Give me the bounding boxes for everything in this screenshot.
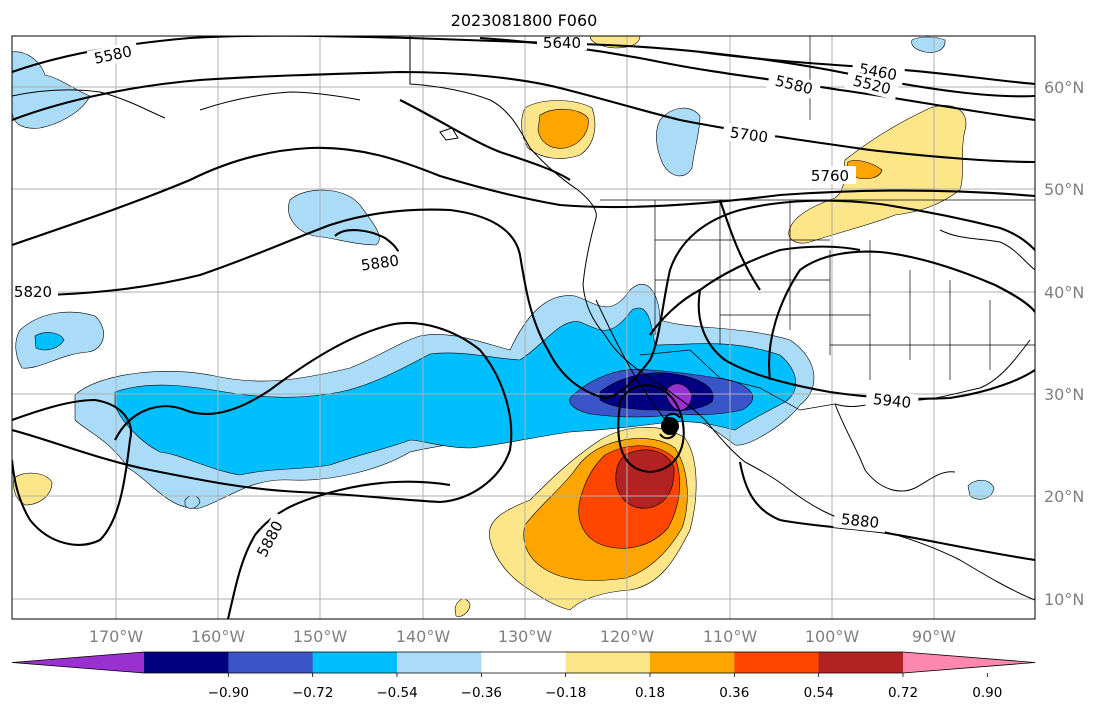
contour-label-bg xyxy=(86,40,140,70)
lat-label: 30°N xyxy=(1044,385,1084,404)
map-frame xyxy=(11,35,1036,620)
contour-label-bg xyxy=(353,250,407,276)
lon-label: 100°W xyxy=(805,627,860,646)
lon-label: 170°W xyxy=(89,627,144,646)
contour-label-bg xyxy=(12,283,58,301)
lon-label: 150°W xyxy=(293,627,348,646)
colorbar-outline xyxy=(11,651,1036,674)
colorbar-bin xyxy=(734,652,820,673)
contour-label: 5880 xyxy=(360,251,400,274)
colorbar-tick-label: −0.90 xyxy=(208,685,249,701)
latitude-labels: 60°N 50°N 40°N 30°N 20°N 10°N xyxy=(1044,78,1084,609)
lat-label: 10°N xyxy=(1044,590,1084,609)
contour-label-group: 5580 5640 5460 5580 5520 5700 5760 5880 … xyxy=(12,34,919,567)
colorbar-tick-label: −0.72 xyxy=(292,685,333,701)
colorbar-extend-high xyxy=(903,652,1035,673)
colorbar-bin xyxy=(565,652,651,673)
colorbar-bin xyxy=(481,652,567,673)
colorbar-bin xyxy=(818,652,904,673)
colorbar-tick-label: −0.54 xyxy=(376,685,417,701)
contour-label-bg xyxy=(722,122,776,148)
lon-label: 110°W xyxy=(703,627,758,646)
contour-label-bg xyxy=(865,389,919,413)
colorbar-tick-label: 0.36 xyxy=(719,685,749,701)
colorbar: −0.90 −0.72 −0.54 −0.36 −0.18 0.18 0.36 0.54 0.7… xyxy=(11,651,1036,701)
colorbar-extend-low xyxy=(12,652,144,673)
contour-label: 5880 xyxy=(840,510,880,532)
contour-label: 5820 xyxy=(14,283,52,301)
contour-label-bg xyxy=(844,69,900,101)
colorbar-tick-label: 0.72 xyxy=(888,685,918,701)
lon-label: 120°W xyxy=(600,627,655,646)
lon-label: 140°W xyxy=(396,627,451,646)
colorbar-bin xyxy=(144,652,229,673)
figure-title: 2023081800 F060 xyxy=(451,11,598,30)
lat-label: 20°N xyxy=(1044,487,1084,506)
colorbar-bin xyxy=(228,652,314,673)
colorbar-bin xyxy=(312,652,398,673)
contour-label-bg xyxy=(249,511,291,567)
map-panel: 5580 5640 5460 5580 5520 5700 5760 5880 … xyxy=(12,34,1035,619)
colorbar-tick-label: 0.18 xyxy=(635,685,665,701)
colorbar-tick-label: 0.54 xyxy=(804,685,834,701)
contour-label: 5640 xyxy=(543,34,581,52)
contour-label: 5940 xyxy=(872,390,912,412)
colorbar-tick-label: −0.36 xyxy=(461,685,502,701)
longitude-labels: 170°W 160°W 150°W 140°W 130°W 120°W 110°… xyxy=(89,627,956,646)
colorbar-bin xyxy=(397,652,482,673)
lon-label: 130°W xyxy=(498,627,553,646)
contour-label: 5700 xyxy=(729,123,769,146)
tropical-cyclone-marker xyxy=(659,412,681,440)
lat-label: 40°N xyxy=(1044,283,1084,302)
contour-label-bg xyxy=(833,509,887,533)
colorbar-bin xyxy=(650,652,735,673)
lat-label: 50°N xyxy=(1044,180,1084,199)
contour-label-bg xyxy=(537,36,587,50)
lat-label: 60°N xyxy=(1044,78,1084,97)
lon-label: 160°W xyxy=(191,627,246,646)
contour-label: 5760 xyxy=(811,167,849,185)
colorbar-tick-label: −0.18 xyxy=(545,685,586,701)
contour-label-bg xyxy=(804,166,856,184)
contour-label-bg xyxy=(766,69,822,101)
colorbar-tick-label: 0.90 xyxy=(972,685,1002,701)
lon-label: 90°W xyxy=(912,627,956,646)
